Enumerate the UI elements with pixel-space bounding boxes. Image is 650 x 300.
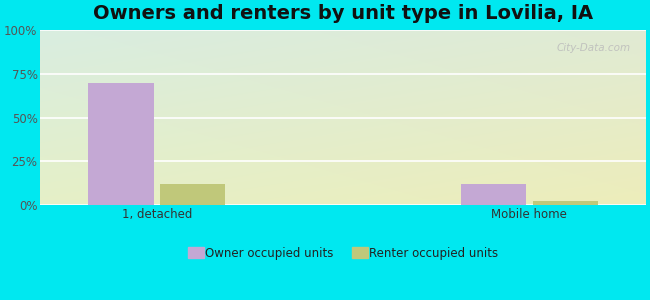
Bar	[532, 201, 598, 205]
Bar	[88, 83, 153, 205]
Bar	[461, 184, 526, 205]
Bar	[160, 184, 226, 205]
Title: Owners and renters by unit type in Lovilia, IA: Owners and renters by unit type in Lovil…	[93, 4, 593, 23]
Legend: Owner occupied units, Renter occupied units: Owner occupied units, Renter occupied un…	[183, 242, 503, 265]
Text: City-Data.com: City-Data.com	[556, 43, 630, 52]
